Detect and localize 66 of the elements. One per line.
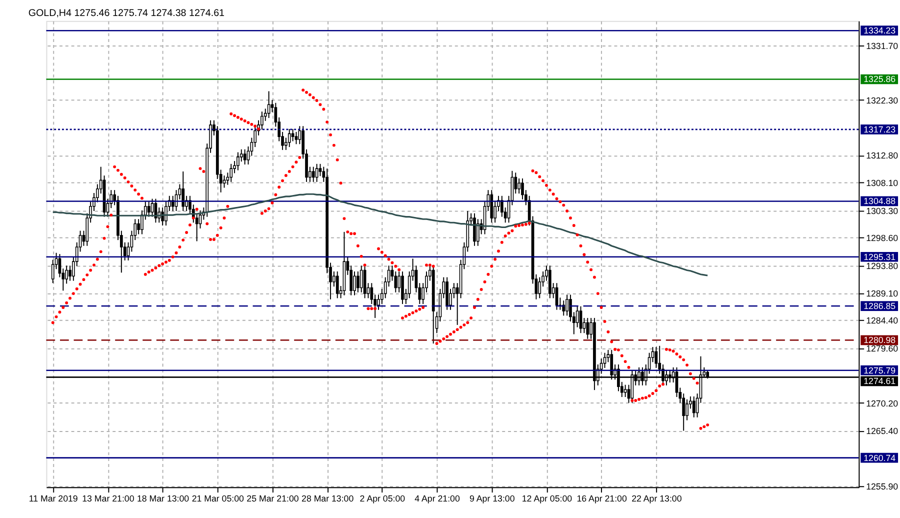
y-tick-label: 1289.10 xyxy=(866,288,898,298)
y-tick-label: 1279.60 xyxy=(866,344,898,354)
y-tick-label: 1284.40 xyxy=(866,316,898,326)
ref-line-label: 1280.98 xyxy=(864,335,896,346)
x-tick-label: 25 Mar 21:00 xyxy=(246,493,299,504)
ref-line-label: 1295.31 xyxy=(864,252,896,262)
candlestick xyxy=(476,218,480,246)
candlestick xyxy=(401,270,404,304)
candlestick xyxy=(446,276,448,310)
chart-title: GOLD,H4 1275.46 1275.74 1274.38 1274.61 xyxy=(28,8,225,19)
ref-line-label: 1325.86 xyxy=(864,74,896,84)
x-tick-label: 11 Mar 2019 xyxy=(28,493,78,504)
candlestick xyxy=(267,90,270,118)
y-tick-label: 1255.90 xyxy=(866,481,898,492)
y-tick-label: 1331.70 xyxy=(866,40,898,51)
y-tick-label: 1312.80 xyxy=(866,150,898,161)
x-tick-label: 16 Apr 21:00 xyxy=(576,493,627,504)
y-tick-label: 1270.20 xyxy=(866,398,898,408)
candlestick xyxy=(68,265,72,282)
candlestick xyxy=(243,148,246,165)
x-tick-label: 13 Mar 21:00 xyxy=(82,493,134,504)
candlestick xyxy=(137,218,140,235)
candlestick xyxy=(161,207,164,226)
ref-line-label: 1317.23 xyxy=(864,124,896,134)
candlestick xyxy=(473,212,476,246)
x-tick-label: 22 Apr 13:00 xyxy=(632,493,682,504)
ref-line-label: 1334.23 xyxy=(864,26,896,36)
candlestick xyxy=(182,170,185,212)
candlestick xyxy=(686,398,688,421)
y-tick-label: 1298.60 xyxy=(866,233,898,244)
candlestick xyxy=(312,166,315,182)
candlestick xyxy=(147,201,150,218)
x-tick-label: 12 Apr 05:00 xyxy=(522,493,572,504)
ref-line-label: 1286.85 xyxy=(864,300,896,311)
candlestick xyxy=(294,131,298,145)
ref-line-label: 1304.88 xyxy=(864,196,896,206)
candlestick xyxy=(548,265,552,299)
ref-line-label: 1275.79 xyxy=(864,365,896,376)
candlestick xyxy=(336,270,339,299)
candlestick xyxy=(356,270,360,293)
candlestick xyxy=(353,270,356,296)
y-tick-label: 1265.40 xyxy=(866,426,898,436)
x-tick-label: 4 Apr 21:00 xyxy=(414,493,460,504)
candlestick xyxy=(490,190,494,224)
ref-line-label: 1274.61 xyxy=(864,376,896,386)
candlestick xyxy=(518,178,520,194)
y-tick-label: 1303.30 xyxy=(866,206,898,216)
candlestick xyxy=(360,265,363,293)
ref-line-label: 1260.74 xyxy=(864,452,896,463)
candlestick xyxy=(288,128,291,148)
candlestick xyxy=(236,152,240,171)
candlestick xyxy=(230,163,233,182)
x-tick-label: 28 Mar 13:00 xyxy=(302,493,354,504)
x-tick-label: 21 Mar 05:00 xyxy=(192,493,244,504)
candlestick xyxy=(566,294,568,316)
y-tick-label: 1308.10 xyxy=(866,178,898,188)
candlestick xyxy=(586,317,590,340)
y-tick-label: 1322.30 xyxy=(866,95,898,106)
candlestick xyxy=(624,384,627,398)
x-tick-label: 2 Apr 05:00 xyxy=(360,493,406,504)
candlestick xyxy=(562,300,566,316)
x-tick-label: 18 Mar 13:00 xyxy=(136,493,190,504)
line-series xyxy=(52,193,708,276)
candlestick xyxy=(692,396,696,418)
x-tick-label: 9 Apr 13:00 xyxy=(469,493,515,504)
y-tick-label: 1293.80 xyxy=(866,261,898,272)
